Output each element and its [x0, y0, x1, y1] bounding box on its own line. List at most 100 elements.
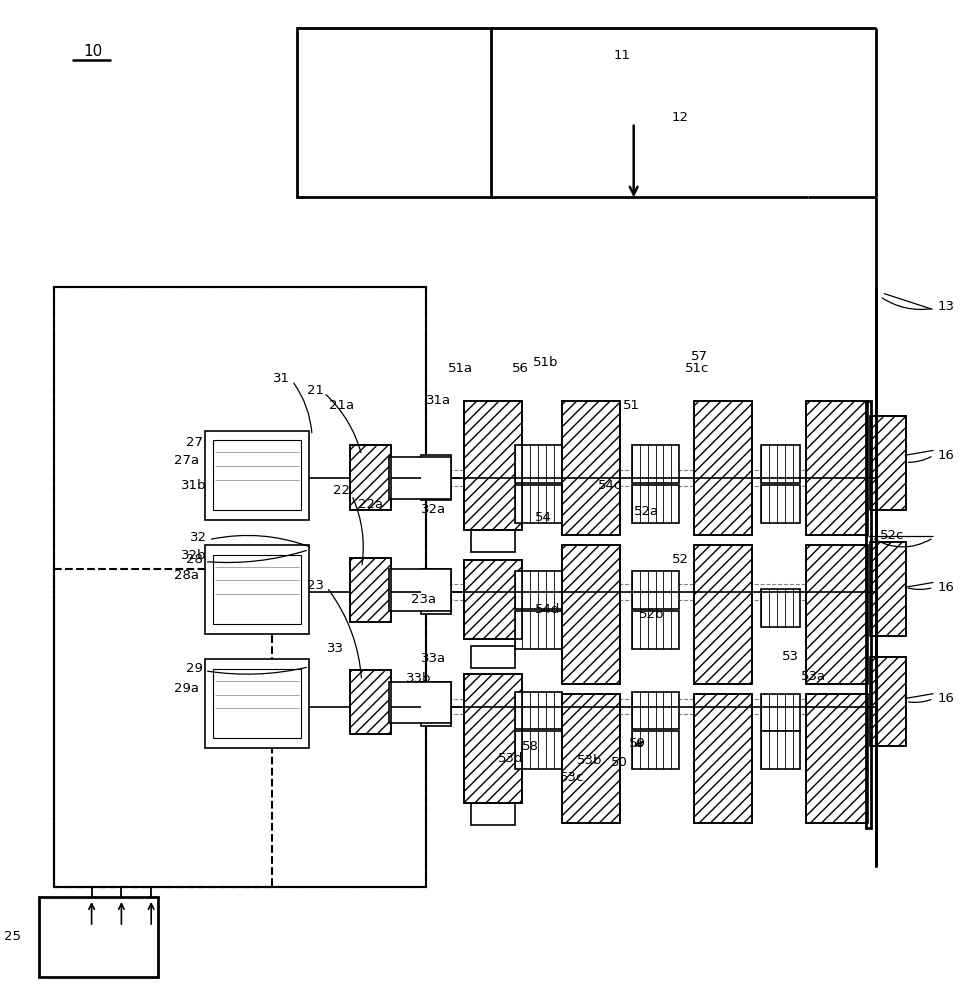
Bar — [349, 558, 391, 622]
Text: 25: 25 — [4, 930, 22, 943]
Bar — [470, 646, 514, 668]
Bar — [561, 545, 619, 684]
Bar — [869, 657, 905, 746]
Text: 13: 13 — [937, 300, 954, 313]
Bar — [204, 659, 309, 748]
Bar — [212, 440, 301, 510]
Bar — [464, 560, 521, 639]
Bar — [514, 692, 561, 729]
Bar — [514, 485, 561, 523]
Bar — [631, 731, 679, 769]
Bar — [464, 401, 521, 530]
Bar — [561, 545, 619, 684]
Text: 12: 12 — [671, 111, 688, 124]
Bar — [869, 416, 905, 510]
Bar — [806, 545, 867, 684]
Bar — [54, 287, 425, 887]
Text: 33: 33 — [327, 642, 343, 655]
Bar — [514, 611, 561, 649]
Bar — [631, 445, 679, 483]
Text: 22a: 22a — [358, 498, 383, 511]
Bar — [561, 694, 619, 823]
Text: 57: 57 — [690, 350, 707, 363]
Bar — [693, 694, 751, 823]
Bar — [869, 542, 905, 636]
Bar — [204, 431, 309, 520]
Text: 23a: 23a — [411, 593, 436, 606]
Text: 52b: 52b — [639, 608, 664, 621]
Bar — [693, 694, 751, 823]
Bar — [760, 485, 800, 523]
Text: 32a: 32a — [421, 503, 446, 516]
Text: 59: 59 — [629, 737, 645, 750]
Bar — [693, 401, 751, 535]
Text: 31b: 31b — [181, 479, 206, 492]
Text: 16: 16 — [937, 692, 954, 705]
Text: 53: 53 — [780, 650, 798, 663]
Bar — [421, 569, 451, 614]
Bar — [760, 445, 800, 483]
Bar — [760, 731, 800, 769]
Bar — [760, 589, 800, 627]
Bar — [693, 401, 751, 535]
Text: 16: 16 — [937, 449, 954, 462]
Bar — [760, 694, 800, 731]
Bar — [806, 694, 867, 823]
Text: 54c: 54c — [597, 479, 621, 492]
Text: 51b: 51b — [532, 356, 557, 369]
Text: 51c: 51c — [684, 362, 708, 375]
Bar — [806, 545, 867, 684]
Text: 51: 51 — [622, 399, 639, 412]
Text: 32: 32 — [190, 531, 206, 544]
Bar — [631, 692, 679, 729]
Text: 53a: 53a — [800, 670, 824, 683]
Text: 53b: 53b — [577, 754, 602, 767]
Bar — [349, 670, 391, 734]
Bar — [389, 682, 451, 723]
Bar — [349, 670, 391, 734]
Text: 53d: 53d — [498, 752, 523, 765]
Bar — [806, 694, 867, 823]
Bar — [806, 401, 867, 535]
Bar — [470, 530, 514, 552]
Bar — [39, 897, 158, 977]
Bar — [389, 457, 451, 499]
Bar — [561, 401, 619, 535]
Text: 21a: 21a — [329, 399, 353, 412]
Bar — [349, 558, 391, 622]
Bar — [296, 28, 490, 197]
Text: 29: 29 — [186, 662, 202, 675]
Text: 23: 23 — [307, 579, 324, 592]
Bar — [421, 455, 451, 500]
Bar — [464, 560, 521, 639]
Text: 52a: 52a — [634, 505, 659, 518]
Bar — [693, 545, 751, 684]
Bar — [806, 401, 867, 535]
Text: 16: 16 — [937, 581, 954, 594]
Bar — [514, 571, 561, 609]
Bar — [349, 445, 391, 510]
Text: 32b: 32b — [181, 549, 206, 562]
Text: 51a: 51a — [447, 362, 472, 375]
Text: 27: 27 — [186, 436, 202, 449]
Bar — [464, 674, 521, 803]
Text: 58: 58 — [521, 740, 538, 753]
Bar — [514, 731, 561, 769]
Text: 54d: 54d — [534, 603, 559, 616]
Text: 28: 28 — [186, 553, 202, 566]
Text: 10: 10 — [83, 44, 103, 59]
Text: 22: 22 — [333, 484, 349, 497]
Bar — [561, 694, 619, 823]
Bar — [869, 416, 905, 510]
Bar — [631, 485, 679, 523]
Text: 33a: 33a — [421, 652, 446, 665]
Text: 21: 21 — [307, 384, 324, 397]
Text: 52c: 52c — [879, 529, 904, 542]
Bar — [389, 569, 451, 611]
Bar — [631, 611, 679, 649]
Bar — [212, 555, 301, 624]
Bar — [421, 682, 451, 726]
Text: 53c: 53c — [559, 771, 584, 784]
Text: 29a: 29a — [174, 682, 199, 695]
Text: 27a: 27a — [173, 454, 199, 467]
